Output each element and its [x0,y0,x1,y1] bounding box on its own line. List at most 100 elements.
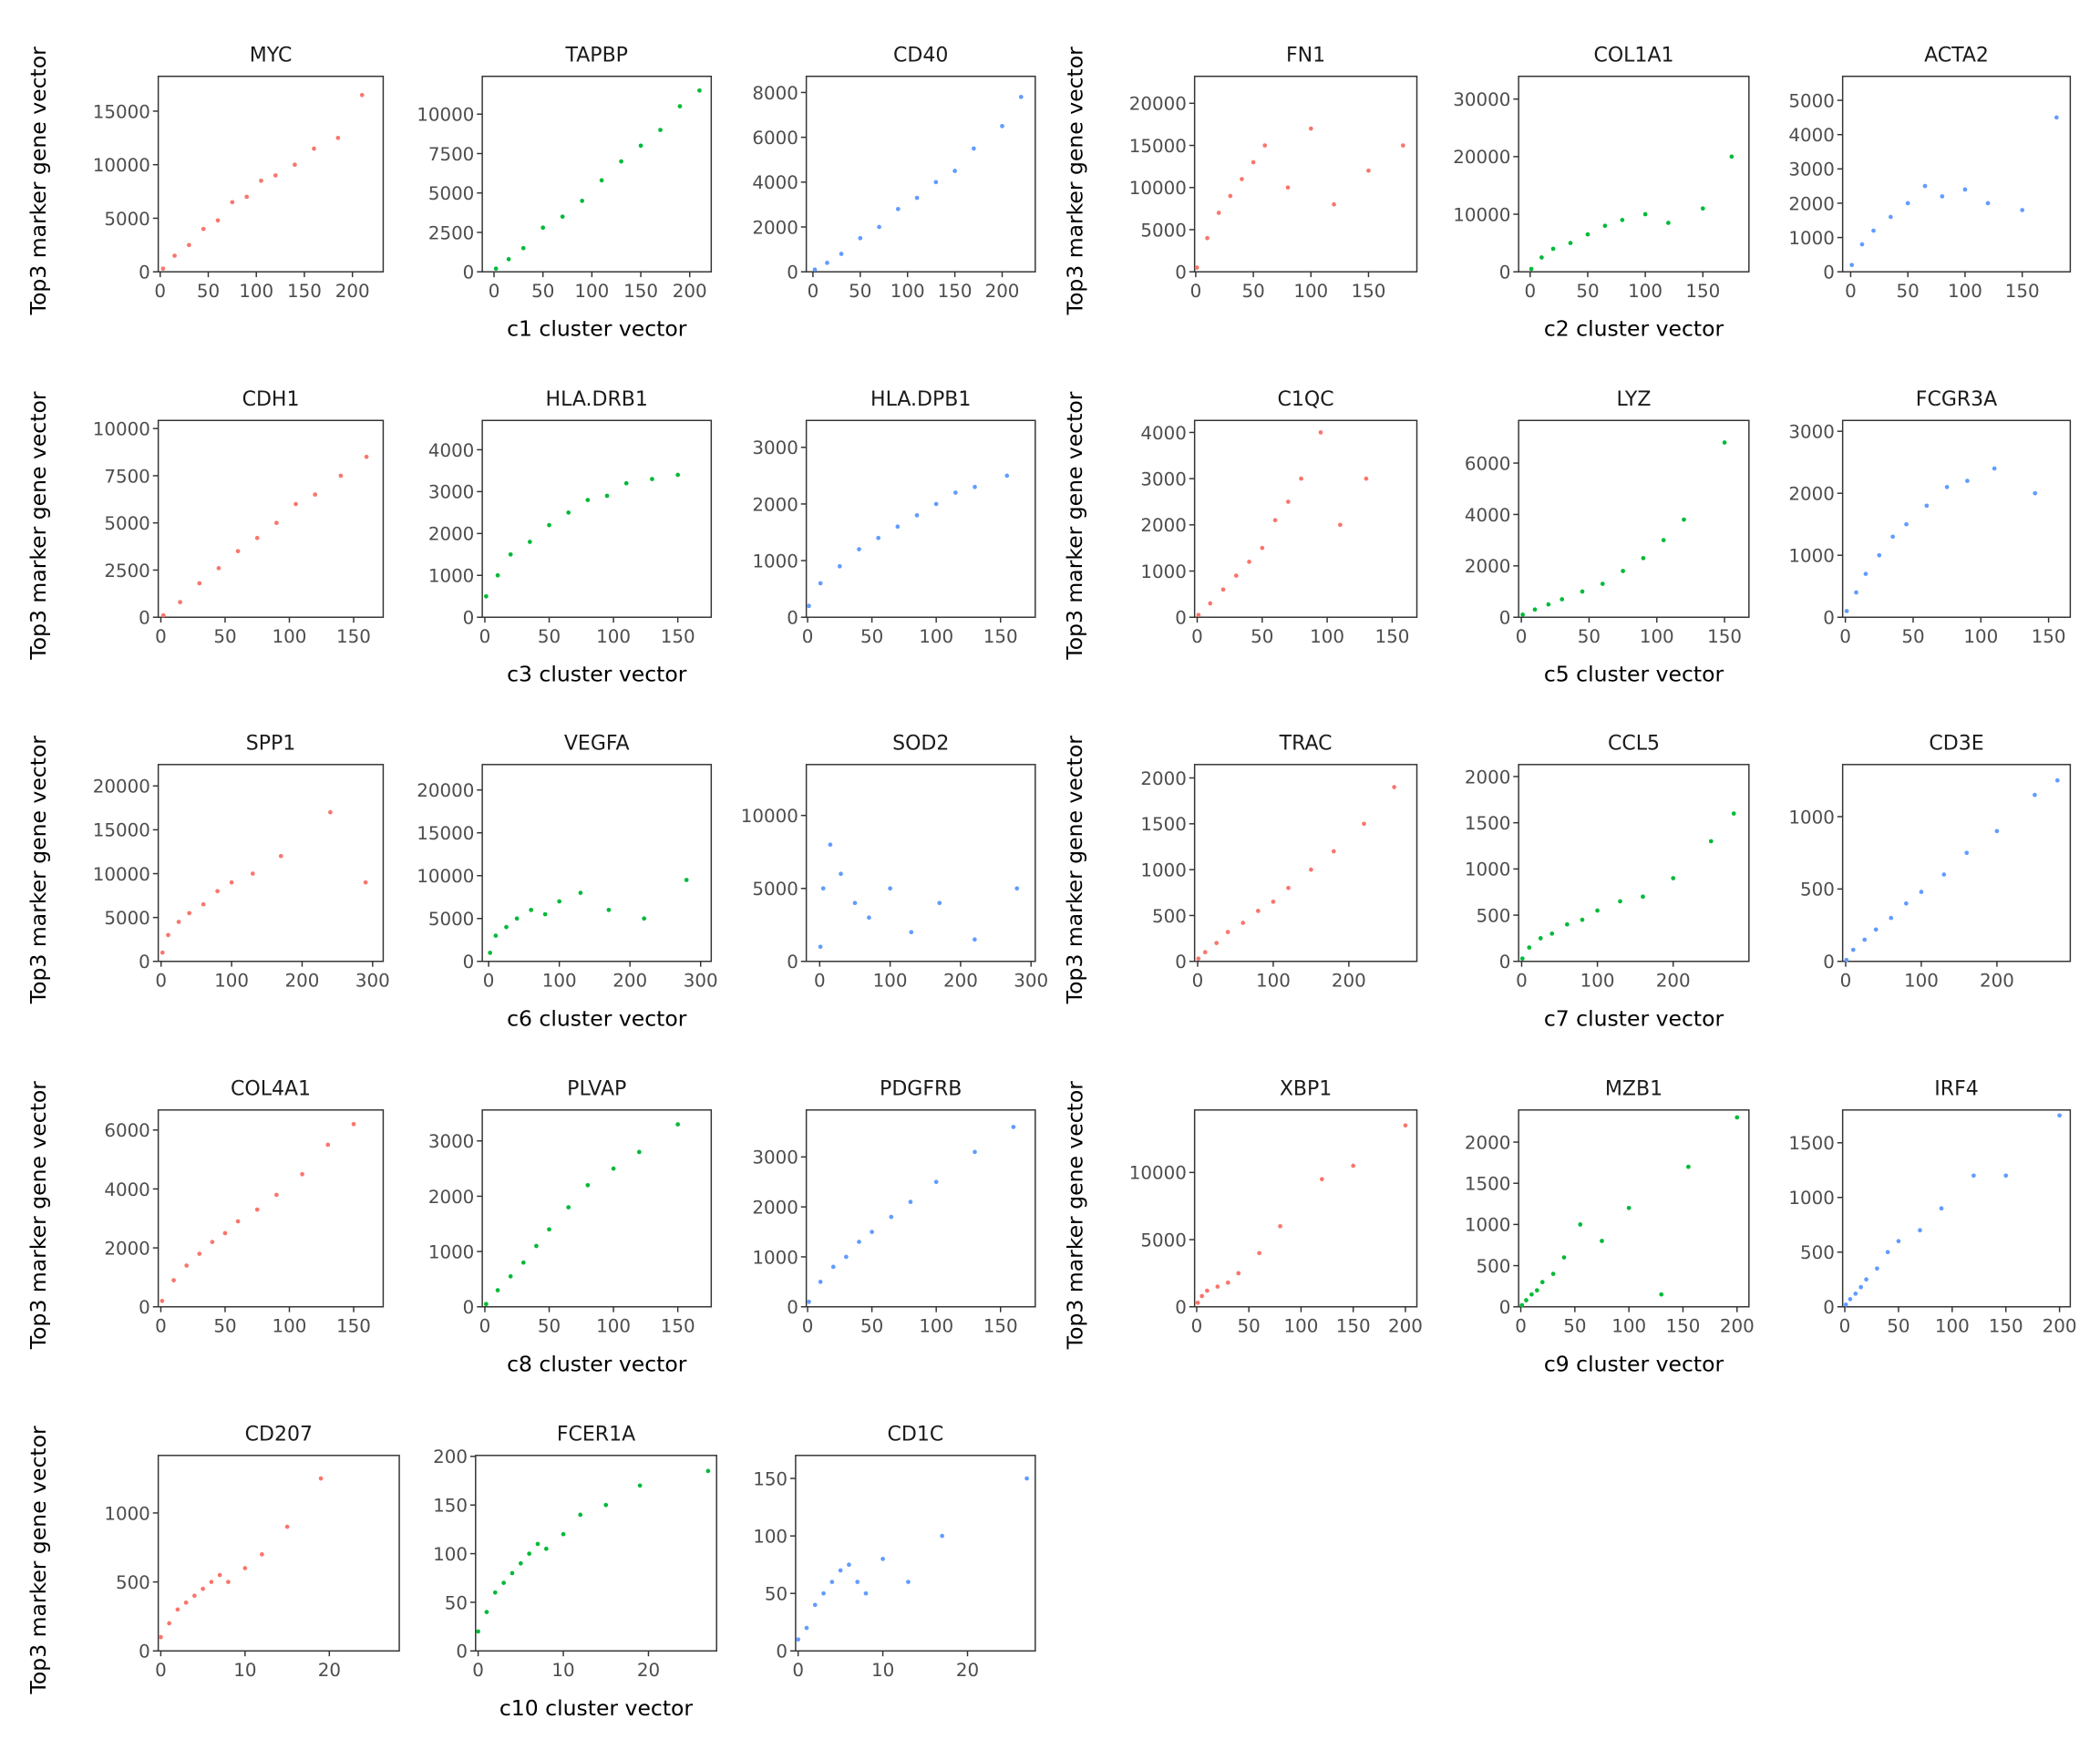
point [1858,1284,1864,1290]
x-tick-label: 0 [1845,281,1857,302]
point [1532,607,1538,612]
panel-frame [1518,1109,1750,1308]
point [952,490,958,495]
y-tick-label: 2500 [428,222,474,243]
point [1332,201,1336,207]
x-tick-label: 0 [808,281,819,302]
point [619,159,623,164]
point [1659,1292,1664,1297]
point [1225,1280,1230,1285]
x-tick-label: 100 [542,971,577,992]
panel-title: IRF4 [1934,1078,1978,1101]
point [1924,503,1930,509]
point [338,473,344,479]
panel-frame [157,419,385,618]
x-tick-label: 0 [479,1316,491,1337]
x-tick-label: 0 [1840,971,1852,992]
x-tick-label: 50 [860,1316,883,1337]
point [1641,556,1646,561]
point [1735,1115,1740,1120]
point [914,195,920,201]
x-tick-label: 50 [1563,1316,1586,1337]
point [235,549,241,554]
panel-title: TRAC [1279,733,1333,756]
point [493,933,499,938]
point [933,180,939,185]
point [160,266,166,272]
point [705,1468,711,1474]
x-tick-label: 100 [1293,281,1328,302]
y-tick-label: 1000 [1788,807,1834,828]
panel-title: FN1 [1286,45,1325,67]
point [510,1570,515,1576]
point [1896,1239,1901,1244]
y-tick-label: 3000 [752,438,798,458]
panel-frame [1193,419,1418,618]
point [1686,1164,1691,1169]
point [1331,849,1336,854]
panel-frame [481,419,713,618]
panel-title: HLA.DPB1 [870,388,971,411]
y-tick-label: 15000 [1129,136,1187,157]
y-tick-label: 10000 [1129,1163,1187,1184]
point [210,1240,215,1244]
point [867,915,871,921]
point [1338,522,1343,528]
y-tick-label: 3000 [1140,468,1186,489]
x-tick-label: 50 [1238,1316,1261,1337]
y-tick-label: 1000 [1788,228,1834,249]
x-tick-label: 200 [1388,1316,1423,1337]
point [1286,885,1291,890]
x-axis-label: c8 cluster vector [507,1351,687,1376]
y-tick-label: 2000 [1788,193,1834,214]
point [830,1264,836,1270]
point [2033,490,2038,496]
y-tick-label: 0 [1499,262,1511,283]
panel-frame [1518,75,1750,273]
y-tick-label: 0 [787,952,798,973]
point [876,535,881,540]
point [1549,931,1555,936]
point [160,1298,165,1303]
point [1196,612,1201,618]
point [534,1243,539,1249]
y-tick-label: 0 [1175,262,1187,283]
x-tick-label: 150 [287,281,322,302]
panel-title: VEGFA [564,733,630,756]
panel-title: XBP1 [1280,1078,1332,1101]
point [604,493,610,499]
y-tick-label: 0 [787,608,798,629]
x-tick-label: 100 [596,626,631,647]
point [172,253,177,258]
x-axis-label: c1 cluster vector [507,316,687,342]
point [364,454,369,459]
point [1889,915,1894,921]
point [1922,183,1928,189]
point [520,1260,526,1265]
x-tick-label: 100 [1611,1316,1646,1337]
point [506,257,511,262]
point [1731,811,1736,816]
point [1524,1298,1529,1302]
point [2054,115,2059,120]
point [1262,143,1268,148]
y-tick-label: 500 [116,1572,150,1593]
point [658,128,663,132]
point [2003,1173,2009,1179]
y-axis-label: Top3 marker gene vector [1062,1081,1087,1350]
point [518,1560,523,1566]
point [493,266,499,272]
point [1202,950,1208,955]
point [1919,890,1924,894]
panel-title: CD207 [245,1424,313,1446]
x-tick-label: 200 [285,971,320,992]
x-tick-label: 0 [814,971,826,992]
y-tick-label: 5000 [104,209,149,230]
point [839,252,844,256]
panel-frame [157,1109,385,1308]
x-tick-label: 50 [1901,626,1924,647]
point [1863,571,1868,576]
point [201,226,206,232]
y-tick-label: 1000 [752,1247,798,1268]
point [259,178,263,183]
